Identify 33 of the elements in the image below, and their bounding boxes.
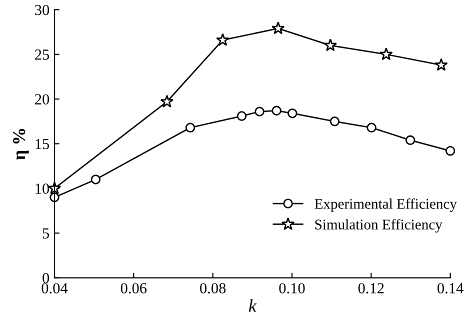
x-tick-label: 0.10: [279, 283, 305, 294]
x-tick-label: 0.14: [438, 283, 464, 294]
point: [288, 108, 298, 118]
point: [185, 122, 196, 133]
point: [380, 47, 393, 60]
y-tick-label: 20: [35, 94, 50, 105]
point: [216, 33, 230, 46]
x-axis-title: k: [248, 299, 257, 312]
point: [272, 106, 282, 116]
y-axis-title: η %: [12, 129, 29, 160]
x-tick-label: 0.06: [120, 283, 147, 294]
point: [405, 135, 416, 146]
point: [90, 174, 101, 184]
point: [236, 111, 247, 121]
point: [445, 146, 456, 156]
legend-label: Simulation Efficiency: [315, 219, 442, 232]
point: [160, 94, 174, 108]
point: [366, 122, 376, 133]
x-tick-label: 0.04: [42, 283, 68, 294]
x-tick-label: 0.08: [200, 283, 226, 294]
y-tick-label: 15: [36, 138, 50, 150]
point: [271, 22, 285, 34]
point: [324, 38, 338, 52]
point: [254, 106, 264, 116]
y-tick-label: 30: [35, 4, 50, 16]
point: [330, 116, 340, 126]
y-tick-label: 10: [36, 184, 50, 194]
legend-label: Experimental Efficiency: [314, 198, 457, 212]
x-tick-label: 0.12: [358, 283, 384, 294]
y-tick-label: 25: [35, 50, 50, 60]
y-tick-label: 0: [42, 272, 50, 284]
y-tick-label: 5: [42, 228, 50, 239]
point: [434, 58, 448, 71]
